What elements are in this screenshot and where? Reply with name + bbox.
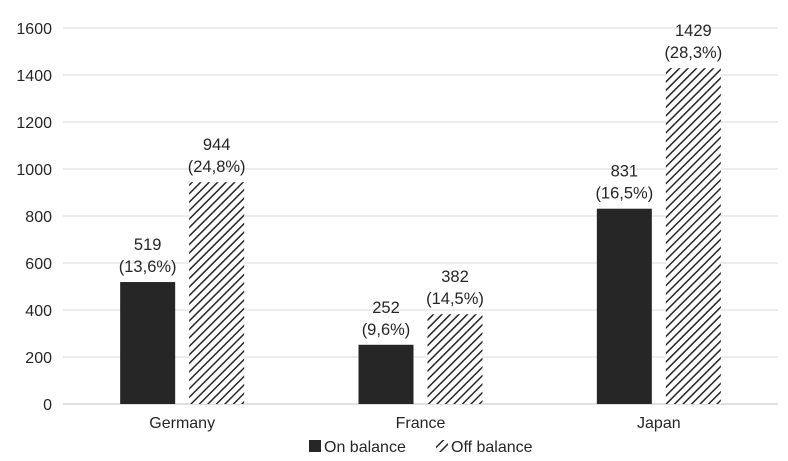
gridlines: [63, 27, 778, 405]
bars: [120, 68, 721, 404]
data-label: 831 (16,5%): [595, 163, 653, 203]
y-tick-label: 1600: [16, 21, 52, 38]
bar-off-balance-germany: [189, 182, 245, 404]
legend-swatch-on-balance: [309, 440, 321, 452]
y-axis-ticks: 0 200 400 600 800 1000 1200 1400 1600: [16, 21, 52, 414]
data-label: 252 (9,6%): [362, 299, 411, 339]
y-tick-label: 200: [25, 350, 52, 367]
bar-off-balance-japan: [665, 68, 721, 404]
legend: On balance Off balance: [309, 439, 533, 456]
x-category-label: France: [396, 415, 446, 432]
bar-on-balance-germany: [120, 282, 176, 404]
legend-swatch-off-balance: [436, 440, 448, 452]
x-category-label: Japan: [637, 415, 681, 432]
legend-label-off-balance: Off balance: [451, 439, 533, 456]
bar-off-balance-france: [427, 314, 483, 404]
data-label: 382 (14,5%): [426, 268, 484, 308]
y-tick-label: 1000: [16, 162, 52, 179]
bar-on-balance-france: [358, 344, 414, 404]
y-tick-label: 400: [25, 303, 52, 320]
legend-label-on-balance: On balance: [324, 439, 406, 456]
data-label: 519 (13,6%): [119, 236, 177, 276]
y-tick-label: 1400: [16, 68, 52, 85]
x-axis-categories: Germany France Japan: [149, 415, 680, 432]
y-tick-label: 1200: [16, 115, 52, 132]
data-label: 1429 (28,3%): [664, 22, 722, 62]
x-category-label: Germany: [149, 415, 215, 432]
data-labels: 519 (13,6%) 944 (24,8%) 252 (9,6%) 382 (14,5%) 8…: [119, 22, 722, 339]
y-tick-label: 600: [25, 256, 52, 273]
data-label: 944 (24,8%): [188, 136, 246, 176]
bar-on-balance-japan: [596, 208, 652, 404]
y-tick-label: 800: [25, 209, 52, 226]
y-tick-label: 0: [43, 397, 52, 414]
